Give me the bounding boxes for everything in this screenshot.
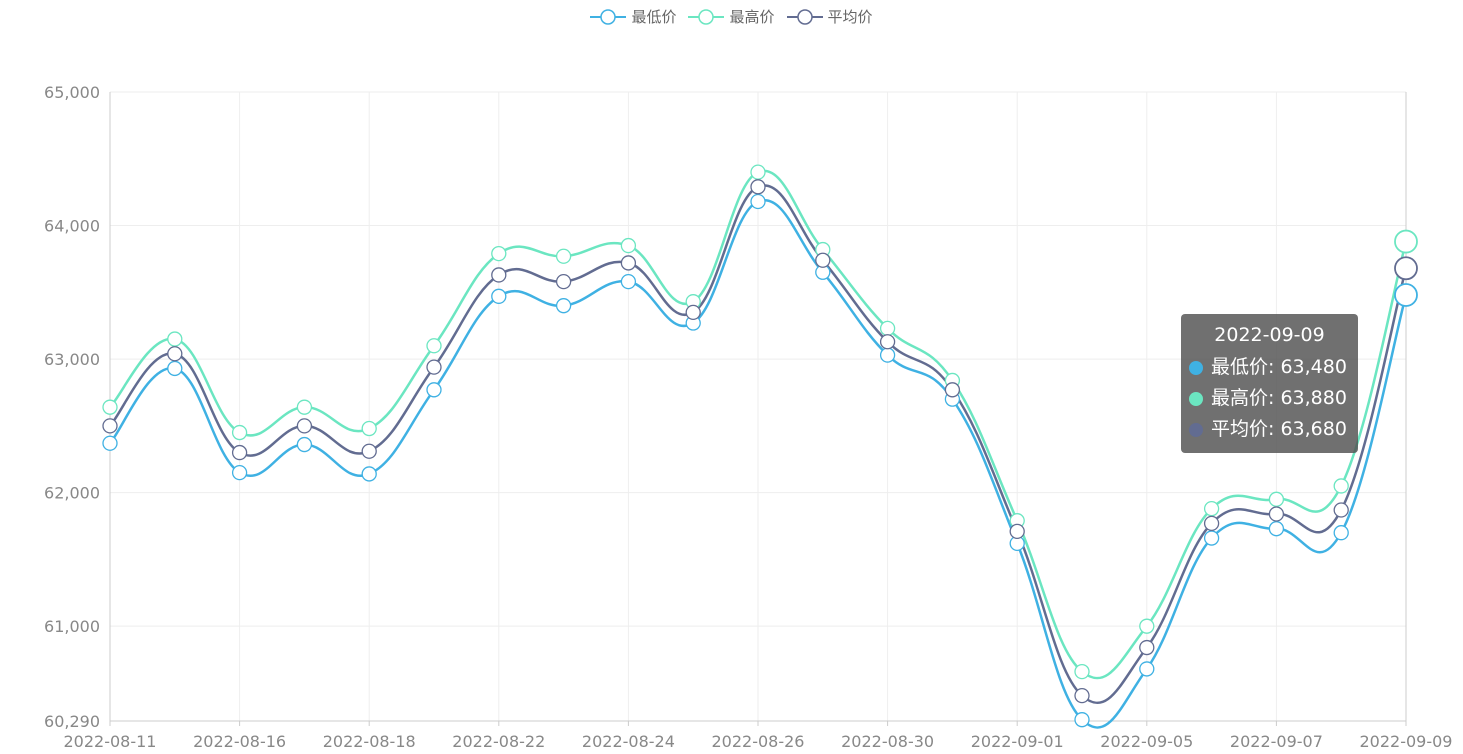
y-tick-label: 61,000 bbox=[44, 617, 100, 636]
data-point-0-19 bbox=[1333, 525, 1349, 541]
data-point-2-13 bbox=[944, 382, 961, 398]
data-point-2-6 bbox=[491, 267, 507, 283]
legend: 最低价 最高价 平均价 bbox=[0, 6, 1463, 27]
legend-item-avg[interactable]: 平均价 bbox=[786, 6, 873, 27]
y-tick-label: 64,000 bbox=[44, 217, 100, 236]
legend-label-low: 最低价 bbox=[631, 8, 677, 26]
data-point-0-18 bbox=[1268, 521, 1285, 537]
y-tick-label: 63,000 bbox=[44, 350, 100, 369]
data-point-2-12 bbox=[879, 334, 896, 350]
tooltip-dot-high-icon bbox=[1189, 391, 1203, 406]
data-point-1-0 bbox=[102, 399, 118, 415]
data-point-2-20 bbox=[1394, 256, 1418, 281]
tooltip-value-avg: 平均价: 63,680 bbox=[1211, 418, 1347, 440]
data-point-0-3 bbox=[296, 436, 313, 453]
x-tick-label: 2022-08-24 bbox=[582, 732, 675, 751]
data-point-0-4 bbox=[361, 466, 377, 482]
legend-item-high[interactable]: 最高价 bbox=[688, 6, 775, 27]
data-point-0-8 bbox=[620, 273, 637, 290]
data-point-2-15 bbox=[1074, 687, 1090, 704]
legend-label-high: 最高价 bbox=[729, 8, 775, 26]
data-point-2-14 bbox=[1009, 523, 1025, 540]
x-tick-label: 2022-09-05 bbox=[1100, 732, 1193, 751]
data-point-0-16 bbox=[1139, 661, 1155, 677]
data-point-1-18 bbox=[1268, 491, 1285, 507]
data-point-1-7 bbox=[555, 248, 572, 264]
tooltip-row-low: 最低价: 63,480 bbox=[1181, 352, 1358, 383]
data-point-2-4 bbox=[361, 443, 377, 459]
x-tick-label: 2022-09-07 bbox=[1230, 732, 1323, 751]
data-point-1-20 bbox=[1394, 229, 1418, 254]
data-point-2-16 bbox=[1139, 639, 1155, 656]
legend-item-low[interactable]: 最低价 bbox=[590, 6, 676, 27]
tooltip-row-high: 最高价: 63,880 bbox=[1181, 383, 1358, 414]
data-point-2-17 bbox=[1203, 515, 1220, 532]
x-tick-label: 2022-09-01 bbox=[971, 732, 1064, 751]
data-point-0-10 bbox=[750, 193, 766, 210]
x-tick-label: 2022-08-16 bbox=[193, 732, 286, 751]
y-tick-label: 60,290 bbox=[44, 712, 100, 731]
data-point-0-7 bbox=[555, 298, 572, 314]
data-point-2-8 bbox=[620, 255, 637, 271]
x-tick-label: 2022-08-18 bbox=[323, 732, 416, 751]
data-point-1-8 bbox=[620, 237, 637, 254]
x-tick-label: 2022-09-09 bbox=[1360, 732, 1453, 751]
tooltip-value-low: 最低价: 63,480 bbox=[1211, 356, 1347, 378]
legend-avg-swatch-icon bbox=[786, 8, 823, 25]
data-point-0-0 bbox=[102, 435, 118, 451]
legend-high-swatch-icon bbox=[688, 8, 725, 25]
tooltip-row-avg: 平均价: 63,680 bbox=[1181, 414, 1358, 445]
y-tick-label: 65,000 bbox=[44, 83, 100, 102]
data-point-0-20 bbox=[1394, 283, 1418, 307]
data-point-0-6 bbox=[491, 288, 507, 304]
data-point-1-4 bbox=[361, 420, 377, 437]
tooltip-title: 2022-09-09 bbox=[1214, 324, 1325, 346]
data-point-1-5 bbox=[426, 338, 442, 354]
legend-low-swatch-icon bbox=[590, 8, 627, 25]
data-point-2-7 bbox=[555, 273, 572, 290]
tooltip-dot-low-icon bbox=[1189, 360, 1203, 375]
data-point-2-1 bbox=[167, 346, 183, 362]
data-point-0-5 bbox=[426, 382, 442, 398]
tooltip-dot-avg-icon bbox=[1189, 422, 1203, 437]
data-point-1-10 bbox=[750, 164, 766, 180]
data-point-1-3 bbox=[296, 399, 313, 415]
data-point-2-5 bbox=[426, 359, 442, 375]
data-point-0-12 bbox=[879, 347, 896, 363]
data-point-0-1 bbox=[167, 360, 183, 377]
x-tick-label: 2022-08-30 bbox=[841, 732, 934, 751]
data-point-2-10 bbox=[750, 179, 766, 195]
tooltip: 2022-09-09 最低价: 63,480 最高价: 63,880 平均价: … bbox=[1181, 314, 1358, 453]
data-point-1-17 bbox=[1203, 501, 1220, 517]
legend-label-avg: 平均价 bbox=[827, 8, 873, 26]
data-point-0-15 bbox=[1074, 712, 1090, 728]
x-tick-label: 2022-08-26 bbox=[712, 732, 805, 751]
x-tick-label: 2022-08-11 bbox=[64, 732, 157, 751]
data-point-1-1 bbox=[167, 331, 183, 347]
x-tick-label: 2022-08-22 bbox=[452, 732, 545, 751]
data-point-2-2 bbox=[231, 444, 248, 461]
y-tick-label: 62,000 bbox=[44, 484, 100, 503]
data-point-2-3 bbox=[296, 418, 313, 434]
tooltip-value-high: 最高价: 63,880 bbox=[1211, 387, 1347, 409]
data-point-2-11 bbox=[815, 252, 831, 268]
data-point-1-6 bbox=[491, 245, 507, 262]
data-point-1-2 bbox=[231, 424, 248, 441]
data-point-2-19 bbox=[1333, 502, 1349, 518]
data-point-1-15 bbox=[1074, 663, 1090, 680]
data-point-0-2 bbox=[231, 464, 248, 481]
data-point-2-0 bbox=[102, 418, 118, 434]
data-point-2-9 bbox=[685, 304, 701, 321]
data-point-1-16 bbox=[1139, 618, 1155, 634]
data-point-1-19 bbox=[1333, 478, 1349, 494]
data-point-0-17 bbox=[1203, 530, 1220, 546]
data-point-1-12 bbox=[879, 320, 896, 337]
data-point-2-18 bbox=[1268, 506, 1285, 522]
